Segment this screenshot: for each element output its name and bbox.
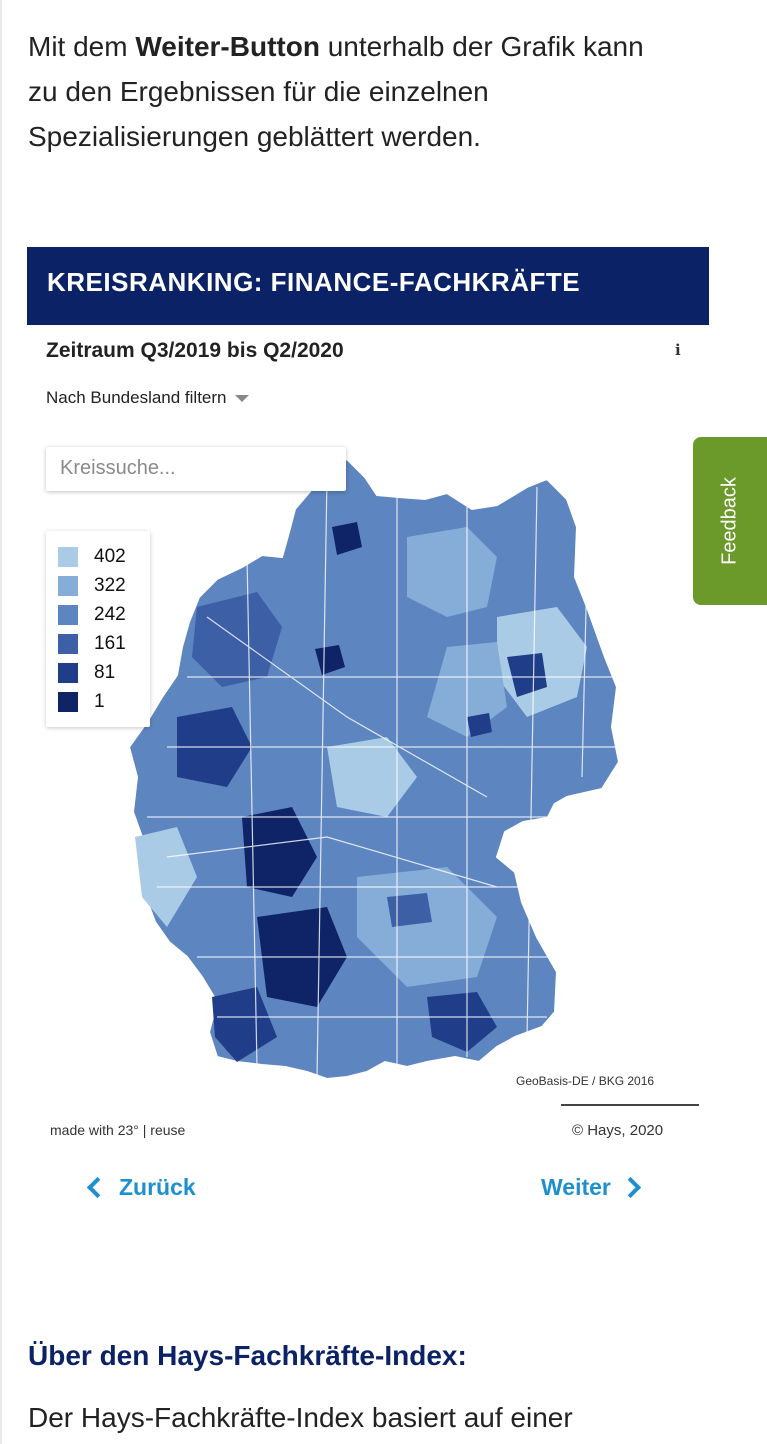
info-icon[interactable]: i (675, 341, 681, 359)
widget-title: KREISRANKING: FINANCE-FACHKRÄFTE (47, 267, 581, 297)
legend-swatch (58, 692, 78, 712)
feedback-tab[interactable]: Feedback (693, 437, 767, 605)
legend-swatch (58, 605, 78, 625)
intro-paragraph: Mit dem Weiter-Button unterhalb der Graf… (28, 24, 668, 159)
page-left-border (0, 0, 2, 1444)
made-with-credit[interactable]: made with 23° | reuse (50, 1122, 186, 1138)
intro-bold-text: Weiter-Button (135, 31, 320, 62)
region-hannover (315, 645, 345, 675)
region-hamburg (332, 522, 362, 555)
feedback-label: Feedback (718, 477, 741, 565)
legend-item: 402 (58, 545, 126, 569)
district-regions[interactable] (127, 457, 627, 1081)
intro-text-start: Mit dem (28, 31, 136, 62)
region-west-light (135, 827, 197, 927)
intro-text-end: unterhalb der Grafik kann zu den Ergebni… (28, 31, 644, 152)
legend-item: 242 (58, 603, 126, 627)
legend-swatch (58, 663, 78, 683)
region-leipzig (467, 713, 492, 737)
region-southwest (212, 987, 277, 1062)
legend-swatch (58, 547, 78, 567)
region-berlin-area (507, 653, 547, 697)
legend-item: 81 (58, 661, 115, 685)
section-body-text: Der Hays-Fachkräfte-Index basiert auf ei… (28, 1402, 573, 1433)
next-button[interactable]: Weiter (541, 1174, 641, 1201)
chevron-left-icon (86, 1176, 109, 1199)
chevron-right-icon (619, 1176, 641, 1199)
legend-label: 1 (94, 691, 105, 712)
legend-item: 322 (58, 574, 126, 598)
legend-swatch (58, 576, 78, 596)
district-search-input[interactable] (46, 447, 344, 489)
map-source-credit: GeoBasis-DE / BKG 2016 (516, 1074, 655, 1088)
legend-item: 161 (58, 632, 126, 656)
state-filter-dropdown[interactable]: Nach Bundesland filtern (46, 388, 249, 408)
region-saxony (457, 747, 567, 827)
previous-button-label: Zurück (119, 1174, 196, 1200)
district-ranking-widget: KREISRANKING: FINANCE-FACHKRÄFTE Zeitrau… (27, 247, 709, 1200)
region-center-light (327, 737, 417, 817)
map-legend: 402 322 242 161 81 1 (46, 531, 150, 727)
state-filter-label: Nach Bundesland filtern (46, 388, 227, 407)
district-borders (147, 476, 627, 1078)
region-hessen (242, 807, 317, 897)
legend-label: 242 (94, 604, 126, 625)
caret-down-icon (234, 395, 249, 403)
region-northwest (192, 592, 282, 687)
legend-label: 322 (94, 575, 126, 596)
legend-item: 1 (58, 690, 105, 714)
germany-district-map[interactable] (27, 417, 709, 1097)
region-nuernberg (387, 893, 432, 927)
period-label: Zeitraum Q3/2019 bis Q2/2020 (46, 339, 344, 362)
next-button-label: Weiter (541, 1174, 611, 1200)
region-munich (427, 992, 497, 1052)
divider (561, 1104, 699, 1106)
legend-label: 161 (94, 633, 126, 654)
district-search-box[interactable] (46, 447, 346, 491)
legend-swatch (58, 634, 78, 654)
region-north-light (407, 527, 497, 617)
legend-label: 402 (94, 546, 126, 567)
widget-banner: KREISRANKING: FINANCE-FACHKRÄFTE (27, 247, 709, 325)
section-heading: Über den Hays-Fachkräfte-Index: (28, 1340, 467, 1371)
legend-label: 81 (94, 662, 116, 683)
previous-button[interactable]: Zurück (84, 1174, 196, 1201)
copyright-text: © Hays, 2020 (572, 1122, 664, 1139)
